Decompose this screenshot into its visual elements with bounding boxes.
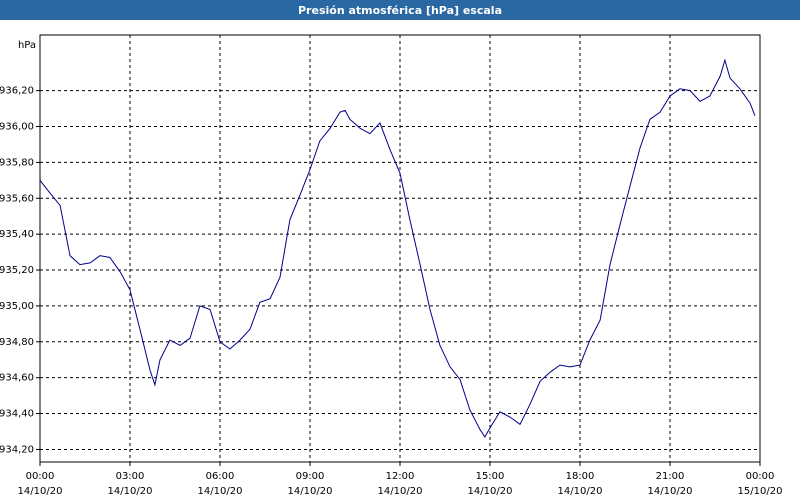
x-tick-sublabel: 14/10/20 <box>558 486 603 497</box>
x-tick-sublabel: 14/10/20 <box>648 486 693 497</box>
x-tick-sublabel: 14/10/20 <box>18 486 63 497</box>
y-tick-label: 935,80 <box>0 157 34 168</box>
y-tick-label: 934,40 <box>0 409 34 420</box>
y-tick-label: 936,00 <box>0 122 34 133</box>
x-tick-label: 15:00 <box>476 471 505 482</box>
x-tick-sublabel: 14/10/20 <box>108 486 153 497</box>
x-tick-sublabel: 14/10/20 <box>288 486 333 497</box>
x-tick-label: 12:00 <box>386 471 415 482</box>
data-line <box>39 58 756 438</box>
x-tick-label: 03:00 <box>116 471 145 482</box>
y-tick-label: 935,40 <box>0 229 34 240</box>
x-tick-sublabel: 14/10/20 <box>378 486 423 497</box>
x-tick-sublabel: 15/10/20 <box>738 486 783 497</box>
chart-title: Presión atmosférica [hPa] escala <box>298 4 502 17</box>
x-tick-label: 21:00 <box>656 471 685 482</box>
x-tick-label: 06:00 <box>206 471 235 482</box>
y-tick-label: 935,20 <box>0 265 34 276</box>
y-tick-label: 934,60 <box>0 373 34 384</box>
x-tick-label: 00:00 <box>26 471 55 482</box>
y-tick-label: 934,80 <box>0 337 34 348</box>
y-axis-label: hPa <box>18 40 36 51</box>
y-tick-label: 934,20 <box>0 444 34 455</box>
y-tick-label: 935,60 <box>0 193 34 204</box>
title-bar <box>0 0 800 20</box>
y-tick-label: 936,20 <box>0 86 34 97</box>
x-tick-sublabel: 14/10/20 <box>468 486 513 497</box>
x-tick-sublabel: 14/10/20 <box>198 486 243 497</box>
x-tick-label: 18:00 <box>566 471 595 482</box>
x-tick-label: 00:00 <box>746 471 775 482</box>
y-tick-label: 935,00 <box>0 301 34 312</box>
x-tick-label: 09:00 <box>296 471 325 482</box>
